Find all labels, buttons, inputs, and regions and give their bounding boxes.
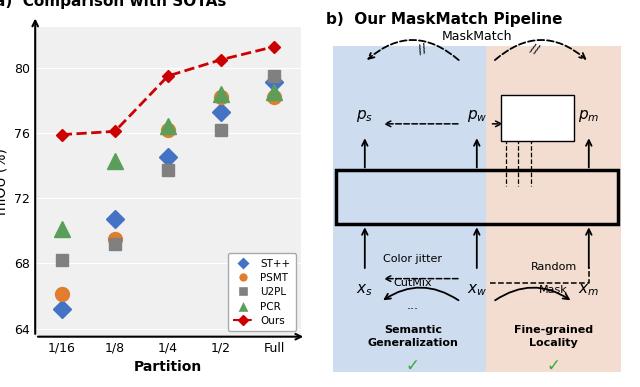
Y-axis label: mIOU (%): mIOU (%) bbox=[0, 149, 9, 215]
Text: //: // bbox=[528, 41, 541, 56]
Text: MaskMatch: MaskMatch bbox=[442, 30, 512, 43]
Text: Multi-Scale: Multi-Scale bbox=[509, 113, 566, 123]
Text: Color jitter: Color jitter bbox=[383, 254, 442, 264]
Text: CutMix: CutMix bbox=[394, 277, 432, 288]
Bar bbox=[486, 46, 621, 372]
Text: Mask: Mask bbox=[540, 285, 568, 295]
Legend: ST++, PSMT, U2PL, PCR, Ours: ST++, PSMT, U2PL, PCR, Ours bbox=[228, 253, 296, 332]
Text: $p_w$: $p_w$ bbox=[467, 108, 487, 124]
X-axis label: Partition: Partition bbox=[134, 360, 202, 374]
Text: ...: ... bbox=[407, 299, 419, 312]
Text: $x_s$: $x_s$ bbox=[356, 283, 373, 298]
Text: $x_m$: $x_m$ bbox=[579, 283, 599, 298]
Text: $p_m$: $p_m$ bbox=[578, 108, 600, 124]
Bar bbox=[333, 46, 486, 372]
Text: $p_s$: $p_s$ bbox=[356, 108, 373, 124]
Text: $x_w$: $x_w$ bbox=[467, 283, 487, 298]
Text: Fine-grained
Locality: Fine-grained Locality bbox=[514, 325, 593, 348]
Text: ✓: ✓ bbox=[547, 357, 561, 375]
Text: Random: Random bbox=[531, 262, 577, 272]
Text: //: // bbox=[416, 41, 429, 56]
Text: ✓: ✓ bbox=[406, 357, 420, 375]
Text: a)  Comparison with SOTAs: a) Comparison with SOTAs bbox=[0, 0, 227, 9]
FancyBboxPatch shape bbox=[500, 95, 575, 141]
Text: b)  Our MaskMatch Pipeline: b) Our MaskMatch Pipeline bbox=[326, 12, 563, 27]
Text: Semantic
Generalization: Semantic Generalization bbox=[367, 325, 458, 348]
